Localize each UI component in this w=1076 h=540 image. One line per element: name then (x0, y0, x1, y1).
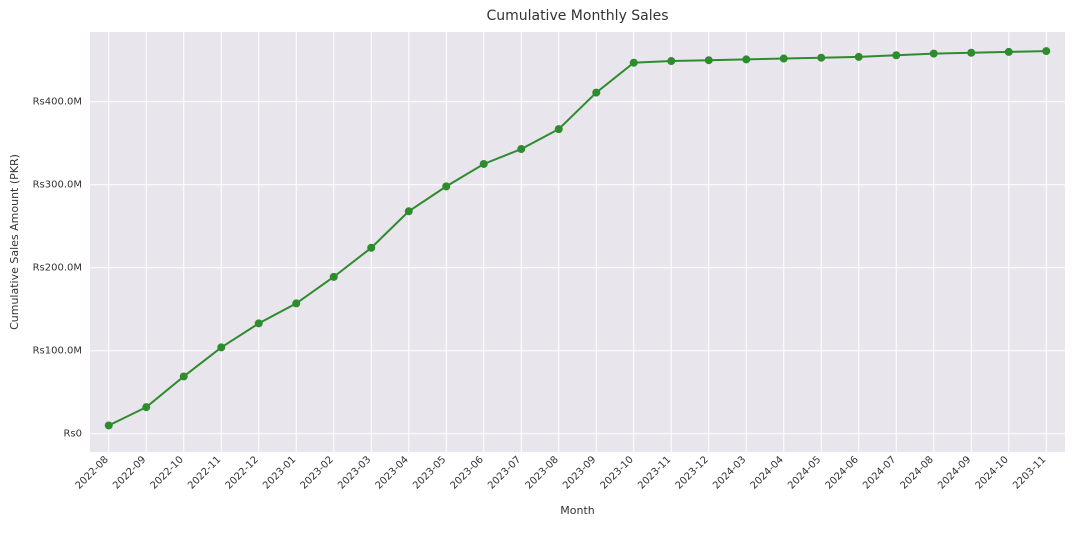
x-tick-labels: 2022-082022-092022-102022-112022-122023-… (74, 454, 1049, 491)
y-tick-label: Rs300.0M (33, 180, 82, 191)
y-tick-labels: Rs0 Rs100.0M Rs200.0M Rs300.0M Rs400.0M (33, 97, 82, 440)
x-tick-label: 2203-11 (1011, 454, 1048, 491)
y-tick-label: Rs0 (63, 429, 82, 440)
x-tick-label: 2024-07 (861, 454, 898, 491)
data-marker (292, 299, 300, 307)
data-marker (667, 57, 675, 65)
x-tick-label: 2022-09 (111, 454, 148, 491)
data-marker (217, 343, 225, 351)
data-marker (1005, 48, 1013, 56)
data-marker (517, 145, 525, 153)
x-tick-label: 2023-10 (599, 454, 636, 491)
chart-container: Cumulative Monthly Sales Rs0 Rs100.0M Rs20… (0, 0, 1076, 540)
x-tick-label: 2022-11 (186, 454, 223, 491)
data-marker (817, 54, 825, 62)
x-tick-label: 2024-05 (786, 454, 823, 491)
chart-title: Cumulative Monthly Sales (486, 8, 668, 24)
x-tick-label: 2023-02 (299, 454, 336, 491)
data-marker (1042, 47, 1050, 55)
data-marker (442, 182, 450, 190)
x-tick-label: 2024-04 (749, 454, 786, 491)
plot-background (90, 32, 1065, 452)
chart-svg: Cumulative Monthly Sales Rs0 Rs100.0M Rs20… (0, 0, 1076, 540)
data-marker (742, 55, 750, 63)
x-axis-label: Month (560, 504, 595, 517)
data-marker (555, 125, 563, 133)
y-tick-label: Rs100.0M (33, 346, 82, 357)
data-marker (780, 55, 788, 63)
x-tick-label: 2022-10 (149, 454, 186, 491)
x-tick-label: 2023-01 (261, 454, 298, 491)
x-tick-label: 2023-06 (449, 454, 486, 491)
data-marker (330, 273, 338, 281)
x-tick-label: 2023-07 (486, 454, 523, 491)
x-tick-label: 2023-03 (336, 454, 373, 491)
x-tick-label: 2023-12 (674, 454, 711, 491)
x-tick-label: 2024-06 (824, 454, 861, 491)
data-marker (630, 59, 638, 67)
data-marker (592, 89, 600, 97)
data-marker (142, 403, 150, 411)
y-tick-label: Rs400.0M (33, 97, 82, 108)
data-marker (705, 56, 713, 64)
x-tick-label: 2022-12 (224, 454, 261, 491)
data-marker (892, 51, 900, 59)
data-marker (855, 53, 863, 61)
data-marker (967, 49, 975, 57)
y-axis-label: Cumulative Sales Amount (PKR) (8, 154, 21, 330)
x-tick-label: 2022-08 (74, 454, 111, 491)
x-tick-label: 2023-05 (411, 454, 448, 491)
data-marker (367, 244, 375, 252)
data-marker (105, 421, 113, 429)
x-tick-label: 2024-03 (711, 454, 748, 491)
data-marker (405, 207, 413, 215)
x-tick-label: 2024-08 (899, 454, 936, 491)
x-tick-label: 2023-08 (524, 454, 561, 491)
data-marker (480, 160, 488, 168)
data-marker (180, 372, 188, 380)
x-tick-label: 2023-11 (636, 454, 673, 491)
y-tick-label: Rs200.0M (33, 263, 82, 274)
data-marker (255, 319, 263, 327)
x-tick-label: 2023-04 (374, 454, 411, 491)
x-tick-label: 2024-09 (936, 454, 973, 491)
x-tick-label: 2024-10 (974, 454, 1011, 491)
data-marker (930, 50, 938, 58)
x-tick-label: 2023-09 (561, 454, 598, 491)
